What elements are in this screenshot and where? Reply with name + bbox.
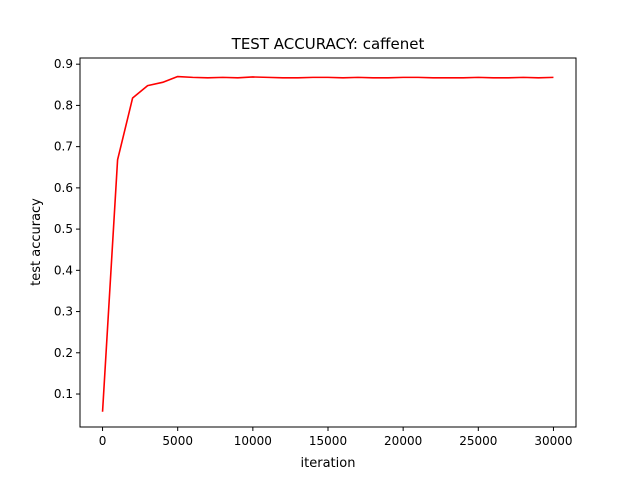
y-tick-label: 0.1	[54, 387, 73, 401]
x-tick-label: 10000	[234, 434, 272, 448]
x-tick-label: 0	[99, 434, 107, 448]
y-tick-label: 0.2	[54, 346, 73, 360]
y-tick-label: 0.4	[54, 263, 73, 277]
plot-area: 0 5000 10000 15000 20000 25000 30000 0.1 0.2 0.3…	[54, 57, 577, 448]
y-tick-label: 0.5	[54, 222, 73, 236]
x-tick-label: 30000	[534, 434, 572, 448]
series-layer	[101, 75, 554, 412]
x-tick-label: 15000	[309, 434, 347, 448]
y-tick-label: 0.6	[54, 181, 73, 195]
axes-frame	[79, 57, 577, 428]
x-tick-label: 5000	[162, 434, 193, 448]
y-axis-ticks: 0.1 0.2 0.3 0.4 0.5 0.6 0.7 0.8 0.9	[54, 57, 80, 401]
x-axis-ticks: 0 5000 10000 15000 20000 25000 30000	[99, 427, 573, 448]
y-tick-label: 0.7	[54, 140, 73, 154]
y-axis-label: test accuracy	[29, 198, 44, 286]
y-tick-label: 0.9	[54, 57, 73, 71]
y-tick-label: 0.3	[54, 305, 73, 319]
x-tick-label: 25000	[459, 434, 497, 448]
x-axis-label: iteration	[301, 456, 356, 471]
y-tick-label: 0.8	[54, 98, 73, 112]
x-tick-label: 20000	[384, 434, 422, 448]
series-line	[101, 75, 554, 412]
chart-title: TEST ACCURACY: caffenet	[231, 35, 425, 53]
